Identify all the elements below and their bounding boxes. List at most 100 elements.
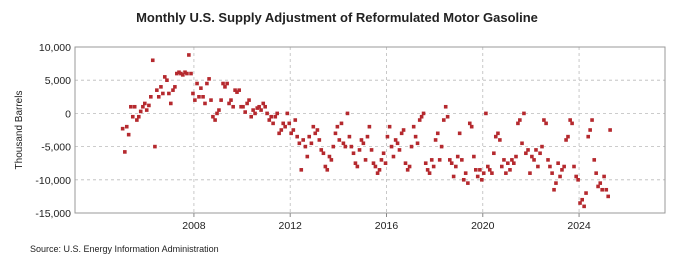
data-point — [502, 158, 506, 162]
data-point — [454, 164, 458, 169]
data-point — [588, 128, 592, 132]
data-point — [177, 70, 181, 75]
data-point — [592, 158, 597, 162]
data-point — [510, 158, 514, 162]
data-point — [455, 154, 460, 159]
data-point — [441, 118, 446, 122]
data-point — [147, 103, 151, 108]
data-point — [431, 164, 436, 169]
data-point — [475, 174, 480, 179]
data-point — [463, 171, 468, 175]
data-point — [377, 168, 382, 172]
data-point — [143, 101, 147, 106]
data-point — [524, 151, 528, 156]
data-point — [269, 114, 273, 119]
data-point — [175, 71, 179, 76]
data-point — [167, 91, 171, 96]
data-point — [415, 141, 420, 146]
data-point — [189, 71, 193, 76]
data-point — [259, 108, 263, 112]
data-point — [604, 187, 609, 192]
data-point — [469, 124, 474, 129]
data-point — [130, 114, 135, 119]
data-point — [301, 138, 306, 142]
data-point — [433, 138, 438, 142]
data-point — [132, 104, 137, 109]
data-point — [231, 104, 235, 109]
data-point — [263, 104, 267, 109]
data-point — [319, 148, 324, 152]
y-tick-label: 5,000 — [45, 75, 71, 87]
data-point — [329, 158, 334, 162]
data-point — [572, 164, 576, 169]
data-point — [508, 168, 512, 172]
data-point — [516, 121, 520, 126]
data-point — [150, 58, 155, 63]
data-point — [193, 98, 197, 102]
data-point — [120, 126, 125, 131]
data-point — [375, 171, 380, 175]
y-tick-label: -10,000 — [35, 175, 71, 187]
data-point — [590, 118, 594, 122]
data-point — [496, 131, 500, 136]
data-point — [235, 90, 239, 94]
data-point — [327, 154, 332, 159]
data-point — [407, 164, 412, 169]
data-point — [129, 104, 133, 109]
data-point — [243, 110, 247, 114]
data-point — [303, 144, 308, 149]
data-point — [227, 101, 231, 106]
data-point — [123, 150, 127, 154]
data-point — [341, 141, 346, 146]
data-point — [393, 138, 398, 142]
data-point — [337, 138, 342, 142]
data-point — [427, 171, 432, 175]
data-point — [275, 111, 280, 116]
data-point — [203, 101, 207, 106]
data-point — [499, 164, 504, 169]
data-point — [201, 95, 205, 99]
data-point — [141, 104, 145, 109]
data-point — [460, 158, 464, 162]
data-point — [570, 121, 574, 126]
data-point — [564, 138, 568, 142]
source-note: Source: U.S. Energy Information Administ… — [30, 244, 219, 254]
data-point — [161, 91, 165, 96]
data-point — [367, 124, 372, 129]
data-point — [472, 154, 476, 159]
y-tick-label: -15,000 — [35, 208, 71, 220]
data-point — [136, 114, 141, 119]
data-point — [365, 134, 370, 139]
data-point — [257, 104, 261, 109]
data-point — [560, 168, 564, 172]
data-point — [289, 131, 293, 136]
data-point — [313, 131, 318, 136]
data-point — [187, 53, 191, 57]
data-point — [582, 204, 586, 209]
data-point — [183, 70, 187, 75]
data-point — [461, 178, 466, 182]
x-tick-label: 2024 — [567, 220, 591, 232]
data-point — [526, 148, 530, 152]
data-point — [315, 128, 320, 132]
data-point — [255, 106, 260, 110]
data-point — [351, 151, 356, 156]
data-point — [411, 124, 416, 129]
data-point — [542, 118, 546, 122]
data-point — [522, 111, 526, 116]
data-point — [389, 144, 394, 149]
data-point — [391, 154, 396, 159]
data-point — [437, 158, 442, 162]
data-point — [237, 88, 241, 92]
data-point — [445, 114, 450, 119]
data-point — [405, 168, 410, 172]
data-point — [138, 109, 143, 114]
data-point — [506, 161, 510, 165]
data-point — [544, 121, 548, 126]
data-point — [451, 174, 456, 179]
data-point — [484, 111, 488, 116]
data-point — [153, 144, 157, 149]
data-point — [311, 124, 316, 129]
data-point — [195, 81, 199, 86]
data-point — [395, 141, 400, 146]
